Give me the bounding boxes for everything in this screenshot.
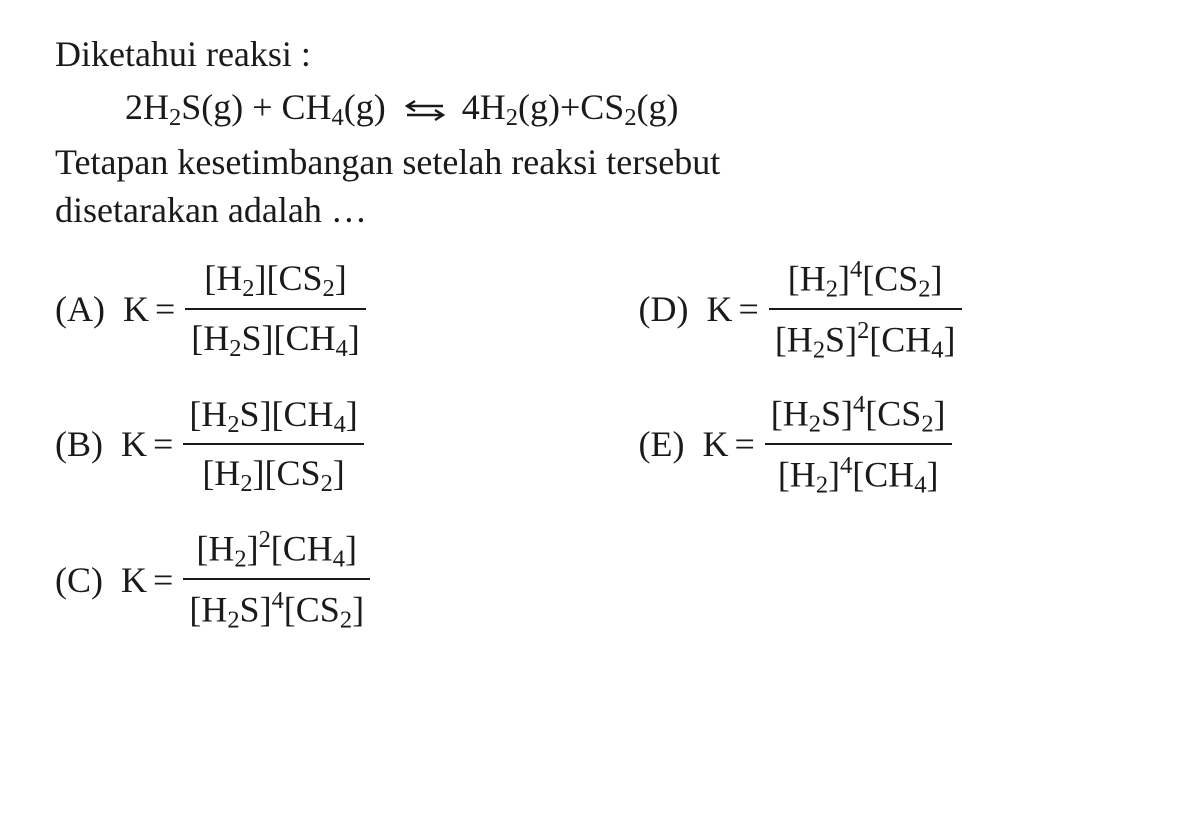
option-c-fraction: [H2]2[CH4] [H2S]4[CS2] <box>183 523 370 636</box>
option-e-label: (E) <box>639 420 685 469</box>
equals-icon: = <box>734 420 754 469</box>
option-c-denominator: [H2S]4[CS2] <box>183 578 370 637</box>
option-c-label: (C) <box>55 556 103 605</box>
option-b-numerator: [H2S][CH4] <box>183 390 363 443</box>
option-d: (D) K = [H2]4[CS2] [H2S]2[CH4] <box>639 253 1170 366</box>
option-c: (C) K = [H2]2[CH4] [H2S]4[CS2] <box>55 523 579 636</box>
option-b: (B) K = [H2S][CH4] [H2][CS2] <box>55 390 579 500</box>
equals-icon: = <box>153 420 173 469</box>
option-b-denominator: [H2][CS2] <box>183 443 363 500</box>
option-a: (A) K = [H2][CS2] [H2S][CH4] <box>55 254 579 364</box>
option-e: (E) K = [H2S]4[CS2] [H2]4[CH4] <box>639 388 1170 501</box>
option-a-lhs: K <box>123 285 149 334</box>
option-e-numerator: [H2S]4[CS2] <box>765 388 952 443</box>
equals-icon: = <box>155 285 175 334</box>
option-d-label: (D) <box>639 285 689 334</box>
reaction-lhs: 2H2S(g) + CH4(g) <box>125 87 386 127</box>
option-a-fraction: [H2][CS2] [H2S][CH4] <box>185 254 365 364</box>
equals-icon: = <box>739 285 759 334</box>
option-e-denominator: [H2]4[CH4] <box>765 443 952 502</box>
question-text: Tetapan kesetimbangan setelah reaksi ter… <box>55 138 1170 235</box>
option-b-lhs: K <box>121 420 147 469</box>
reaction-rhs: 4H2(g)+CS2(g) <box>462 87 679 127</box>
reaction-equation: 2H2S(g) + CH4(g) 4H2(g)+CS2(g) <box>55 83 1170 134</box>
equals-icon: = <box>153 556 173 605</box>
option-d-fraction: [H2]4[CS2] [H2S]2[CH4] <box>769 253 962 366</box>
question-line-1: Tetapan kesetimbangan setelah reaksi ter… <box>55 142 720 182</box>
option-e-fraction: [H2S]4[CS2] [H2]4[CH4] <box>765 388 952 501</box>
options-grid: (A) K = [H2][CS2] [H2S][CH4] (D) K = [H2… <box>55 253 1170 637</box>
option-d-denominator: [H2S]2[CH4] <box>769 308 962 367</box>
option-a-denominator: [H2S][CH4] <box>185 308 365 365</box>
option-a-numerator: [H2][CS2] <box>185 254 365 307</box>
option-b-fraction: [H2S][CH4] [H2][CS2] <box>183 390 363 500</box>
option-e-lhs: K <box>702 420 728 469</box>
question-line-2: disetarakan adalah … <box>55 190 367 230</box>
option-a-label: (A) <box>55 285 105 334</box>
option-d-lhs: K <box>707 285 733 334</box>
intro-text: Diketahui reaksi : <box>55 30 1170 79</box>
option-d-numerator: [H2]4[CS2] <box>769 253 962 308</box>
option-c-numerator: [H2]2[CH4] <box>183 523 370 578</box>
equilibrium-arrow-icon <box>403 98 447 122</box>
option-c-lhs: K <box>121 556 147 605</box>
option-b-label: (B) <box>55 420 103 469</box>
